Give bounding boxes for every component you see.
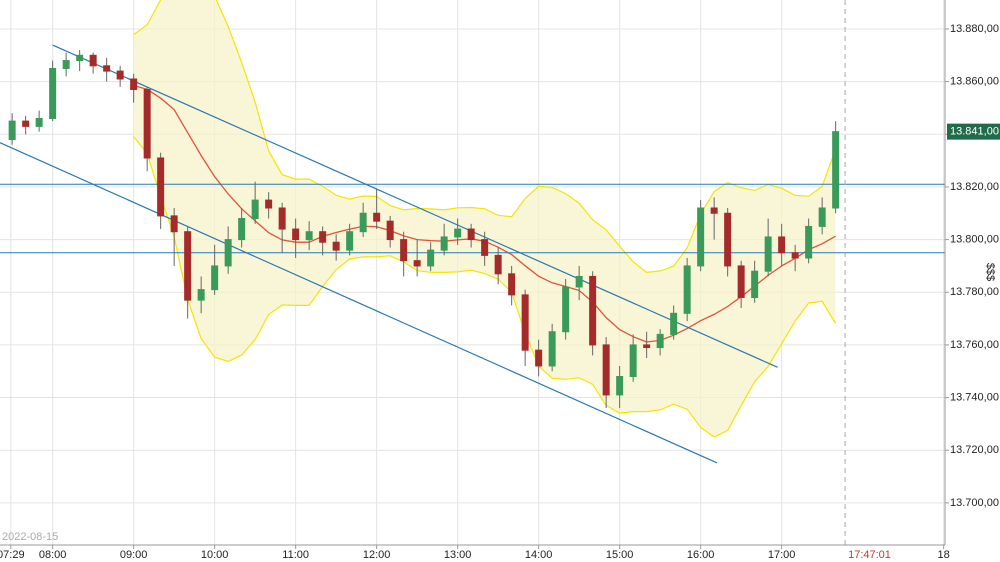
candle-body: [575, 275, 583, 288]
time-cursor-label: 17:47:01: [848, 549, 891, 561]
candle-body: [737, 265, 745, 299]
plot-area: [0, 0, 945, 545]
candle-body: [494, 254, 502, 275]
candle-body: [35, 117, 43, 127]
candle-body: [521, 294, 529, 351]
trend-line: [52, 44, 778, 368]
candle-body: [818, 207, 826, 227]
candle-body: [413, 260, 421, 267]
x-tick-label: 18: [938, 549, 950, 561]
candle-body: [373, 212, 381, 222]
candle-body: [710, 207, 718, 214]
x-tick-label: 07:29: [0, 549, 25, 561]
candle-body: [535, 349, 543, 367]
x-tick-label: 12:00: [363, 549, 391, 561]
candle-body: [346, 231, 354, 251]
date-label: 2022-08-15: [2, 531, 58, 543]
candle-body: [643, 344, 651, 349]
candle-body: [8, 120, 16, 141]
candle-body: [629, 344, 637, 377]
candle-body: [49, 67, 57, 119]
candle-body: [170, 215, 178, 233]
y-tick-label: 13.800,00: [950, 233, 999, 245]
candle-body: [400, 239, 408, 262]
candle-body: [683, 265, 691, 314]
last-price-tag: [947, 123, 1000, 140]
x-tick-label: 13:00: [444, 549, 472, 561]
candle-body: [670, 312, 678, 335]
candle-body: [319, 231, 327, 243]
candle-body: [197, 289, 205, 301]
candle-body: [62, 60, 70, 69]
x-tick-label: 11:00: [282, 549, 309, 561]
y-tick-label: 13.720,00: [950, 444, 999, 456]
bollinger-upper: [133, 0, 837, 274]
candle-body: [238, 218, 246, 241]
candle-body: [265, 199, 273, 209]
candle-body: [130, 78, 138, 91]
candle-body: [116, 70, 124, 80]
candle-body: [211, 265, 219, 291]
trend-line: [0, 142, 718, 464]
candle-body: [562, 286, 570, 333]
x-tick-label: 14:00: [525, 549, 553, 561]
candle-body: [697, 207, 705, 267]
candle-body: [103, 65, 111, 72]
candle-body: [467, 228, 475, 241]
axes: 13.700,00 13.720,00 13.740,00 13.760,00 13.7…: [0, 23, 1000, 561]
candle-body: [791, 252, 799, 259]
candle-body: [386, 220, 394, 241]
candle-body: [805, 225, 813, 259]
y-tick-label: 13.700,00: [950, 497, 999, 509]
candle-body: [724, 212, 732, 267]
candle-body: [184, 231, 192, 301]
y-axis-label: $$$: [984, 263, 996, 281]
candle-body: [427, 249, 435, 267]
candle-body: [305, 231, 313, 241]
y-tick-label: 13.880,00: [950, 23, 999, 35]
x-tick-label: 08:00: [39, 549, 67, 561]
last-price-label: 13.841,00: [950, 126, 999, 138]
candle-body: [224, 239, 232, 267]
candle-body: [656, 333, 664, 349]
candle-body: [440, 236, 448, 251]
candle-body: [454, 228, 462, 238]
bollinger-lower: [133, 136, 837, 438]
candle-body: [292, 228, 300, 241]
x-tick-label: 16:00: [687, 549, 715, 561]
x-tick-label: 17:00: [768, 549, 796, 561]
candle-body: [22, 120, 30, 127]
candle-body: [751, 270, 759, 299]
candle-body: [602, 344, 610, 396]
candle-body: [616, 375, 624, 396]
y-tick-label: 13.740,00: [950, 391, 999, 403]
y-tick-label: 13.780,00: [950, 286, 999, 298]
candle-body: [157, 157, 165, 217]
bollinger-fill: [133, 0, 836, 437]
candle-body: [89, 54, 97, 67]
x-tick-label: 09:00: [120, 549, 148, 561]
candle-body: [778, 236, 786, 254]
candle-body: [251, 199, 259, 220]
candle-body: [332, 241, 340, 251]
x-tick-label: 15:00: [606, 549, 634, 561]
candle-body: [589, 275, 597, 346]
candle-body: [143, 89, 151, 159]
candle-body: [278, 207, 286, 230]
candle-body: [508, 273, 516, 296]
y-tick-label: 13.860,00: [950, 76, 999, 88]
x-tick-label: 10:00: [201, 549, 229, 561]
y-tick-label: 13.760,00: [950, 339, 999, 351]
candle-body: [548, 331, 556, 367]
candle-body: [359, 212, 367, 233]
y-tick-label: 13.820,00: [950, 181, 999, 193]
candle-body: [76, 54, 84, 62]
candle-body: [832, 131, 840, 209]
candle-body: [764, 236, 772, 272]
candle-body: [481, 239, 489, 256]
